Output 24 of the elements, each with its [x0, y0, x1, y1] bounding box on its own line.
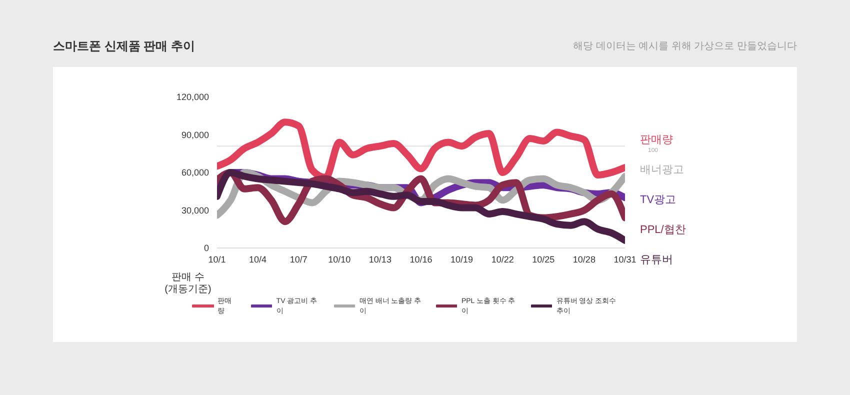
y-tick-label: 60,000: [181, 168, 209, 178]
y-tick-label: 90,000: [181, 130, 209, 140]
x-tick-label: 10/31: [614, 254, 636, 264]
x-tick-label: 10/25: [532, 254, 555, 264]
x-tick-label: 10/19: [450, 254, 474, 264]
x-tick-label: 10/13: [368, 254, 392, 264]
text: PPL/협찬: [640, 223, 686, 237]
y-axis-title: 판매 수 (개동기준): [164, 272, 212, 296]
text: 해당 데이터는 예시를 위해 가상으로 만들었습니다: [573, 40, 797, 53]
x-tick-label: 10/10: [328, 254, 351, 264]
x-tick-label: 10/1: [208, 254, 226, 264]
text: 판매량: [640, 133, 673, 147]
chart-title: 스마트폰 신제품 판매 추이: [53, 38, 196, 55]
y-tick-label: 0: [204, 243, 209, 254]
text: TV광고: [640, 193, 676, 207]
x-tick-label: 10/22: [491, 254, 514, 264]
text: 유튜버: [640, 253, 673, 267]
text: 배너광고: [640, 163, 684, 177]
y-tick-label: 120,000: [176, 92, 209, 102]
x-tick-label: 10/7: [290, 254, 308, 264]
x-tick-label: 10/16: [410, 254, 432, 264]
x-tick-label: 10/4: [249, 254, 267, 264]
x-tick-label: 10/28: [572, 254, 596, 264]
y-tick-label: 30,000: [181, 205, 209, 216]
